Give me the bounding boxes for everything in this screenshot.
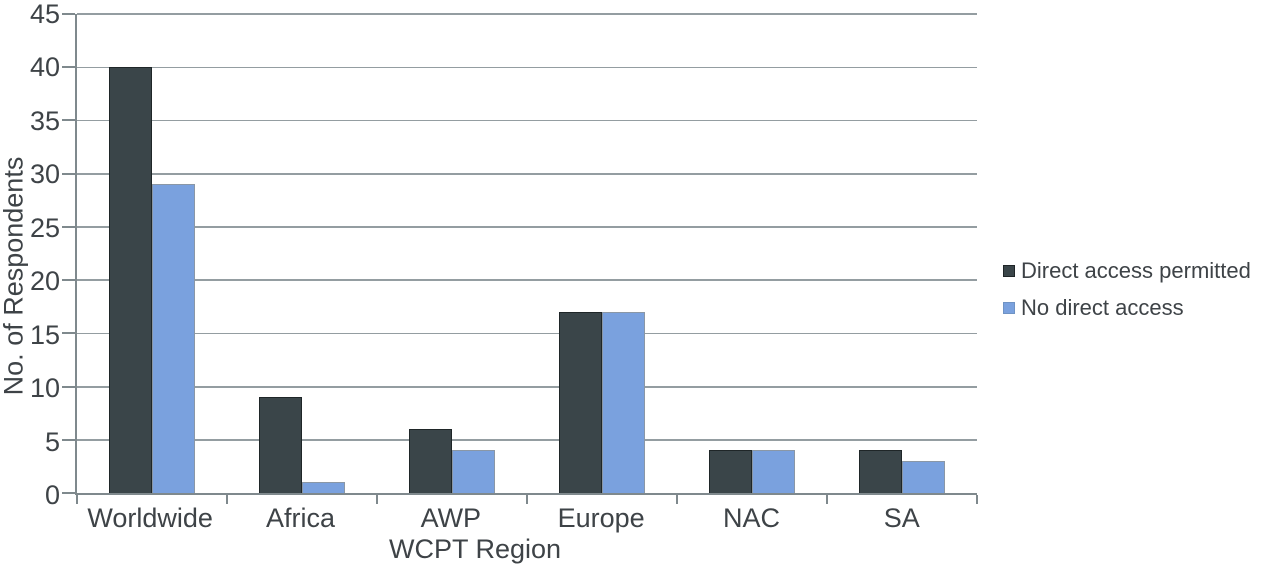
x-tick-6 (976, 495, 978, 504)
bar-africa-direct-access-permitted (258, 397, 302, 493)
x-tick-2 (375, 495, 378, 504)
gridline-20 (77, 279, 977, 282)
bar-group-nac (677, 14, 827, 493)
legend-item-direct-access-permitted: Direct access permitted (1003, 255, 1251, 286)
legend-label-direct-access-permitted: Direct access permitted (1021, 257, 1251, 283)
y-tick-10 (62, 385, 75, 388)
bar-awp-direct-access-permitted (408, 429, 452, 493)
gridline-35 (77, 119, 977, 122)
x-category-labels: Worldwide Africa AWP Europe NAC SA (75, 503, 977, 533)
x-tick-0 (76, 495, 78, 504)
y-tick-25 (62, 225, 75, 228)
gridline-25 (77, 226, 977, 228)
bar-worldwide-direct-access-permitted (108, 67, 152, 493)
legend-label-no-direct-access: No direct access (1021, 294, 1184, 320)
bar-awp-no-direct-access (451, 450, 495, 493)
y-tick-35 (62, 119, 75, 122)
y-tick-20 (62, 279, 75, 282)
x-category-label-nac: NAC (722, 503, 780, 533)
y-tick-0 (62, 492, 75, 494)
y-tick-label-25: 25 (29, 212, 60, 243)
y-tick-label-15: 15 (29, 319, 60, 350)
y-tick-label-30: 30 (29, 159, 60, 190)
x-tick-1 (225, 495, 228, 504)
y-tick-45 (62, 13, 75, 15)
x-axis-title: WCPT Region (388, 534, 562, 564)
y-tick-15 (62, 332, 75, 335)
y-tick-label-35: 35 (29, 105, 60, 136)
x-category-label-europe: Europe (557, 503, 645, 533)
gridline-15 (77, 332, 977, 335)
legend: Direct access permitted No direct access (1003, 255, 1251, 323)
bar-sa-direct-access-permitted (858, 450, 902, 493)
bar-europe-direct-access-permitted (558, 312, 602, 493)
bar-group-sa (827, 14, 977, 493)
y-tick-label-40: 40 (29, 52, 60, 83)
x-category-label-sa: SA (883, 503, 920, 533)
x-tick-5 (826, 495, 828, 504)
gridline-5 (77, 439, 977, 441)
bar-nac-no-direct-access (751, 450, 795, 493)
legend-swatch-no-direct-access (1003, 301, 1015, 314)
x-category-label-africa: Africa (265, 503, 335, 533)
bar-sa-no-direct-access (901, 461, 945, 493)
y-tick-label-0: 0 (44, 480, 60, 510)
gridline-45 (77, 13, 977, 15)
x-tick-3 (526, 495, 528, 504)
x-category-label-awp: AWP (420, 503, 482, 533)
y-tick-labels: 0 5 10 15 20 25 30 35 40 45 (0, 0, 60, 565)
y-tick-30 (62, 172, 75, 175)
bar-group-europe (527, 14, 677, 493)
gridline-30 (77, 172, 977, 175)
bar-nac-direct-access-permitted (708, 450, 752, 493)
legend-swatch-direct-access-permitted (1003, 264, 1015, 277)
x-category-label-worldwide: Worldwide (87, 503, 213, 533)
bar-africa-no-direct-access (301, 482, 345, 493)
y-tick-40 (62, 66, 75, 69)
gridline-10 (77, 385, 977, 388)
y-tick-label-5: 5 (44, 426, 60, 457)
y-tick-label-20: 20 (29, 266, 60, 297)
legend-item-no-direct-access: No direct access (1003, 292, 1251, 323)
gridline-40 (77, 66, 977, 69)
bar-group-africa (227, 14, 377, 493)
plot-area (62, 13, 978, 504)
y-tick-label-45: 45 (29, 0, 60, 29)
bar-worldwide-no-direct-access (151, 184, 195, 493)
bar-group-worldwide (77, 14, 227, 493)
y-tick-5 (62, 438, 75, 441)
bar-group-awp (377, 14, 527, 493)
y-tick-label-10: 10 (29, 373, 60, 404)
x-tick-4 (675, 495, 678, 504)
bar-europe-no-direct-access (601, 312, 645, 493)
